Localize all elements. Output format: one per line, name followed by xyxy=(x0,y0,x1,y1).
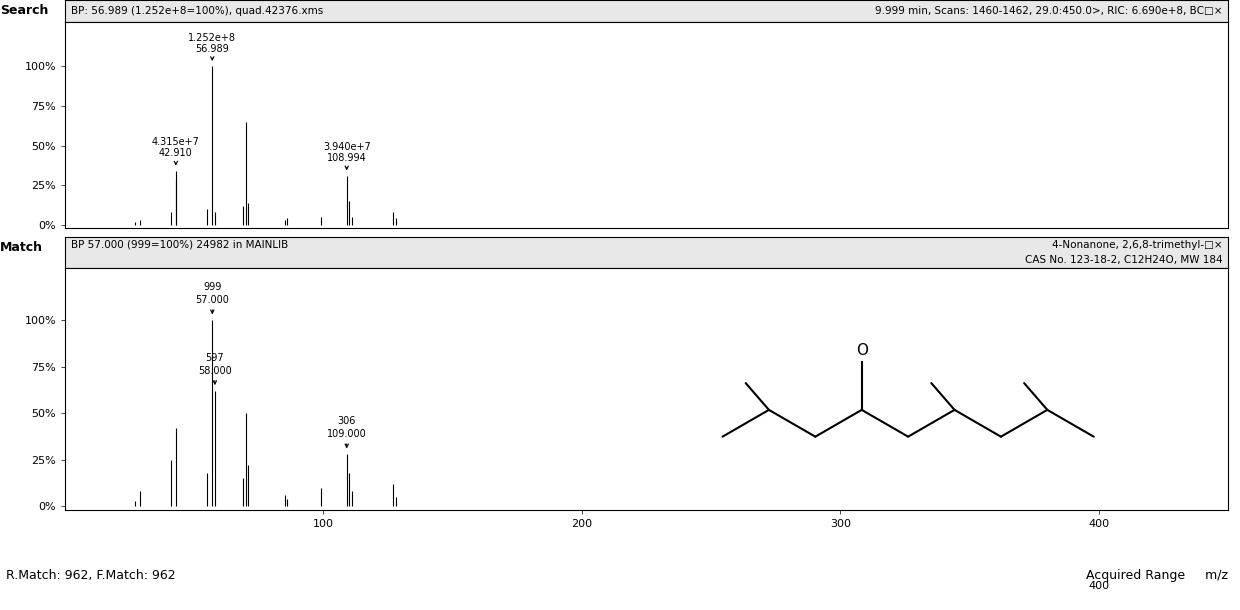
Text: 57.000: 57.000 xyxy=(196,295,229,305)
Text: CAS No. 123-18-2, C12H24O, MW 184: CAS No. 123-18-2, C12H24O, MW 184 xyxy=(1024,255,1223,265)
Text: 108.994: 108.994 xyxy=(327,153,367,163)
Text: 9.999 min, Scans: 1460-1462, 29.0:450.0>, RIC: 6.690e+8, BC□×: 9.999 min, Scans: 1460-1462, 29.0:450.0>… xyxy=(874,6,1223,16)
Text: R.Match: 962, F.Match: 962: R.Match: 962, F.Match: 962 xyxy=(6,569,176,581)
Text: O: O xyxy=(856,343,868,358)
Text: Acquired Range     m/z: Acquired Range m/z xyxy=(1085,569,1228,581)
Text: 1.252e+8: 1.252e+8 xyxy=(188,32,237,43)
Text: BP: 56.989 (1.252e+8=100%), quad.42376.xms: BP: 56.989 (1.252e+8=100%), quad.42376.x… xyxy=(71,6,324,16)
Text: 58.000: 58.000 xyxy=(198,366,232,376)
Text: Match: Match xyxy=(0,240,43,254)
Text: 3.940e+7: 3.940e+7 xyxy=(322,142,371,152)
Text: 400: 400 xyxy=(1089,581,1110,591)
Text: 42.910: 42.910 xyxy=(159,148,192,158)
Text: BP 57.000 (999=100%) 24982 in MAINLIB: BP 57.000 (999=100%) 24982 in MAINLIB xyxy=(71,240,288,249)
Text: 306: 306 xyxy=(337,416,356,426)
Text: 4.315e+7: 4.315e+7 xyxy=(153,137,200,147)
Text: 56.989: 56.989 xyxy=(196,44,229,54)
Text: 4-Nonanone, 2,6,8-trimethyl-□×: 4-Nonanone, 2,6,8-trimethyl-□× xyxy=(1052,240,1223,249)
Text: Search: Search xyxy=(0,4,48,18)
Text: 597: 597 xyxy=(206,353,224,363)
Text: 999: 999 xyxy=(203,282,222,292)
Text: 109.000: 109.000 xyxy=(327,429,367,439)
